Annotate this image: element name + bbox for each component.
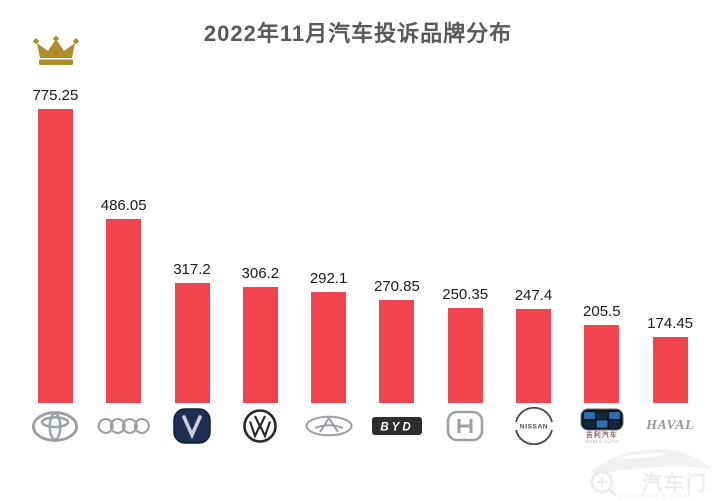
bar-value-label: 306.2 xyxy=(241,264,280,282)
bar-value-label: 292.1 xyxy=(309,270,348,288)
bar-group-toyota: 775.25 xyxy=(21,0,89,501)
bar-toyota xyxy=(37,109,73,403)
geely-logo-text-cn: 吉利汽车 xyxy=(585,432,618,439)
bar-geely xyxy=(584,325,620,403)
qichemen-watermark: 汽车门 QICHEMEN.COM xyxy=(590,449,712,501)
bar-value-label: 270.85 xyxy=(373,278,420,296)
byd-logo-icon: BYD xyxy=(363,404,431,448)
bar-nissan xyxy=(516,309,551,403)
haval-logo-text: HAVAL xyxy=(646,418,695,433)
bar-group-chery: 292.1 xyxy=(295,0,363,501)
changan-logo-icon xyxy=(158,404,226,448)
bar-value-label: 250.35 xyxy=(442,286,489,304)
bar-group-honda: 250.35 xyxy=(431,0,499,501)
watermark-text-cn: 汽车门 xyxy=(642,471,708,495)
bar-value-label: 174.45 xyxy=(647,314,694,332)
bar-value-label: 486.05 xyxy=(100,196,147,214)
watermark-text-en: QICHEMEN.COM xyxy=(617,492,691,501)
volkswagen-logo-icon xyxy=(226,404,294,448)
audi-logo-icon xyxy=(90,404,158,448)
nissan-logo-text: NISSAN xyxy=(519,424,547,431)
bar-audi xyxy=(106,218,142,403)
chart-title: 2022年11月汽车投诉品牌分布 xyxy=(203,21,513,46)
nissan-logo-icon: NISSAN xyxy=(500,404,568,448)
toyota-logo-icon xyxy=(21,404,89,448)
bar-value-label: 317.2 xyxy=(173,260,211,278)
bar-value-label: 775.25 xyxy=(32,87,79,104)
bar-group-haval: 174.45 HAVAL xyxy=(636,0,704,501)
bar-chery xyxy=(311,292,347,403)
geely-logo-text-en: GEELY AUTO xyxy=(585,439,619,444)
bar-group-byd: 270.85 BYD xyxy=(363,0,431,501)
bar-changan xyxy=(174,282,210,403)
bar-byd xyxy=(379,300,415,403)
bar-group-nissan: 247.4 NISSAN xyxy=(500,0,568,501)
bar-group-changan: 317.2 xyxy=(158,0,226,501)
crown-icon xyxy=(32,35,80,65)
bar-group-volkswagen: 306.2 xyxy=(226,0,294,501)
bar-group-audi: 486.05 xyxy=(90,0,158,501)
bar-honda xyxy=(447,308,483,403)
chery-logo-icon xyxy=(295,404,363,448)
honda-logo-icon xyxy=(431,404,499,448)
byd-logo-text: BYD xyxy=(380,422,413,434)
bar-value-label: 247.4 xyxy=(514,287,553,305)
geely-logo-icon: 吉利汽车 GEELY AUTO xyxy=(568,404,636,448)
bar-haval xyxy=(652,336,688,403)
bar-value-label: 205.5 xyxy=(583,303,621,321)
watermark-car-icon xyxy=(590,449,712,474)
bar-group-geely: 205.5 吉利汽车 GEELY AUTO xyxy=(568,0,636,501)
bar-volkswagen xyxy=(242,286,278,403)
haval-logo-icon: HAVAL xyxy=(636,404,704,448)
